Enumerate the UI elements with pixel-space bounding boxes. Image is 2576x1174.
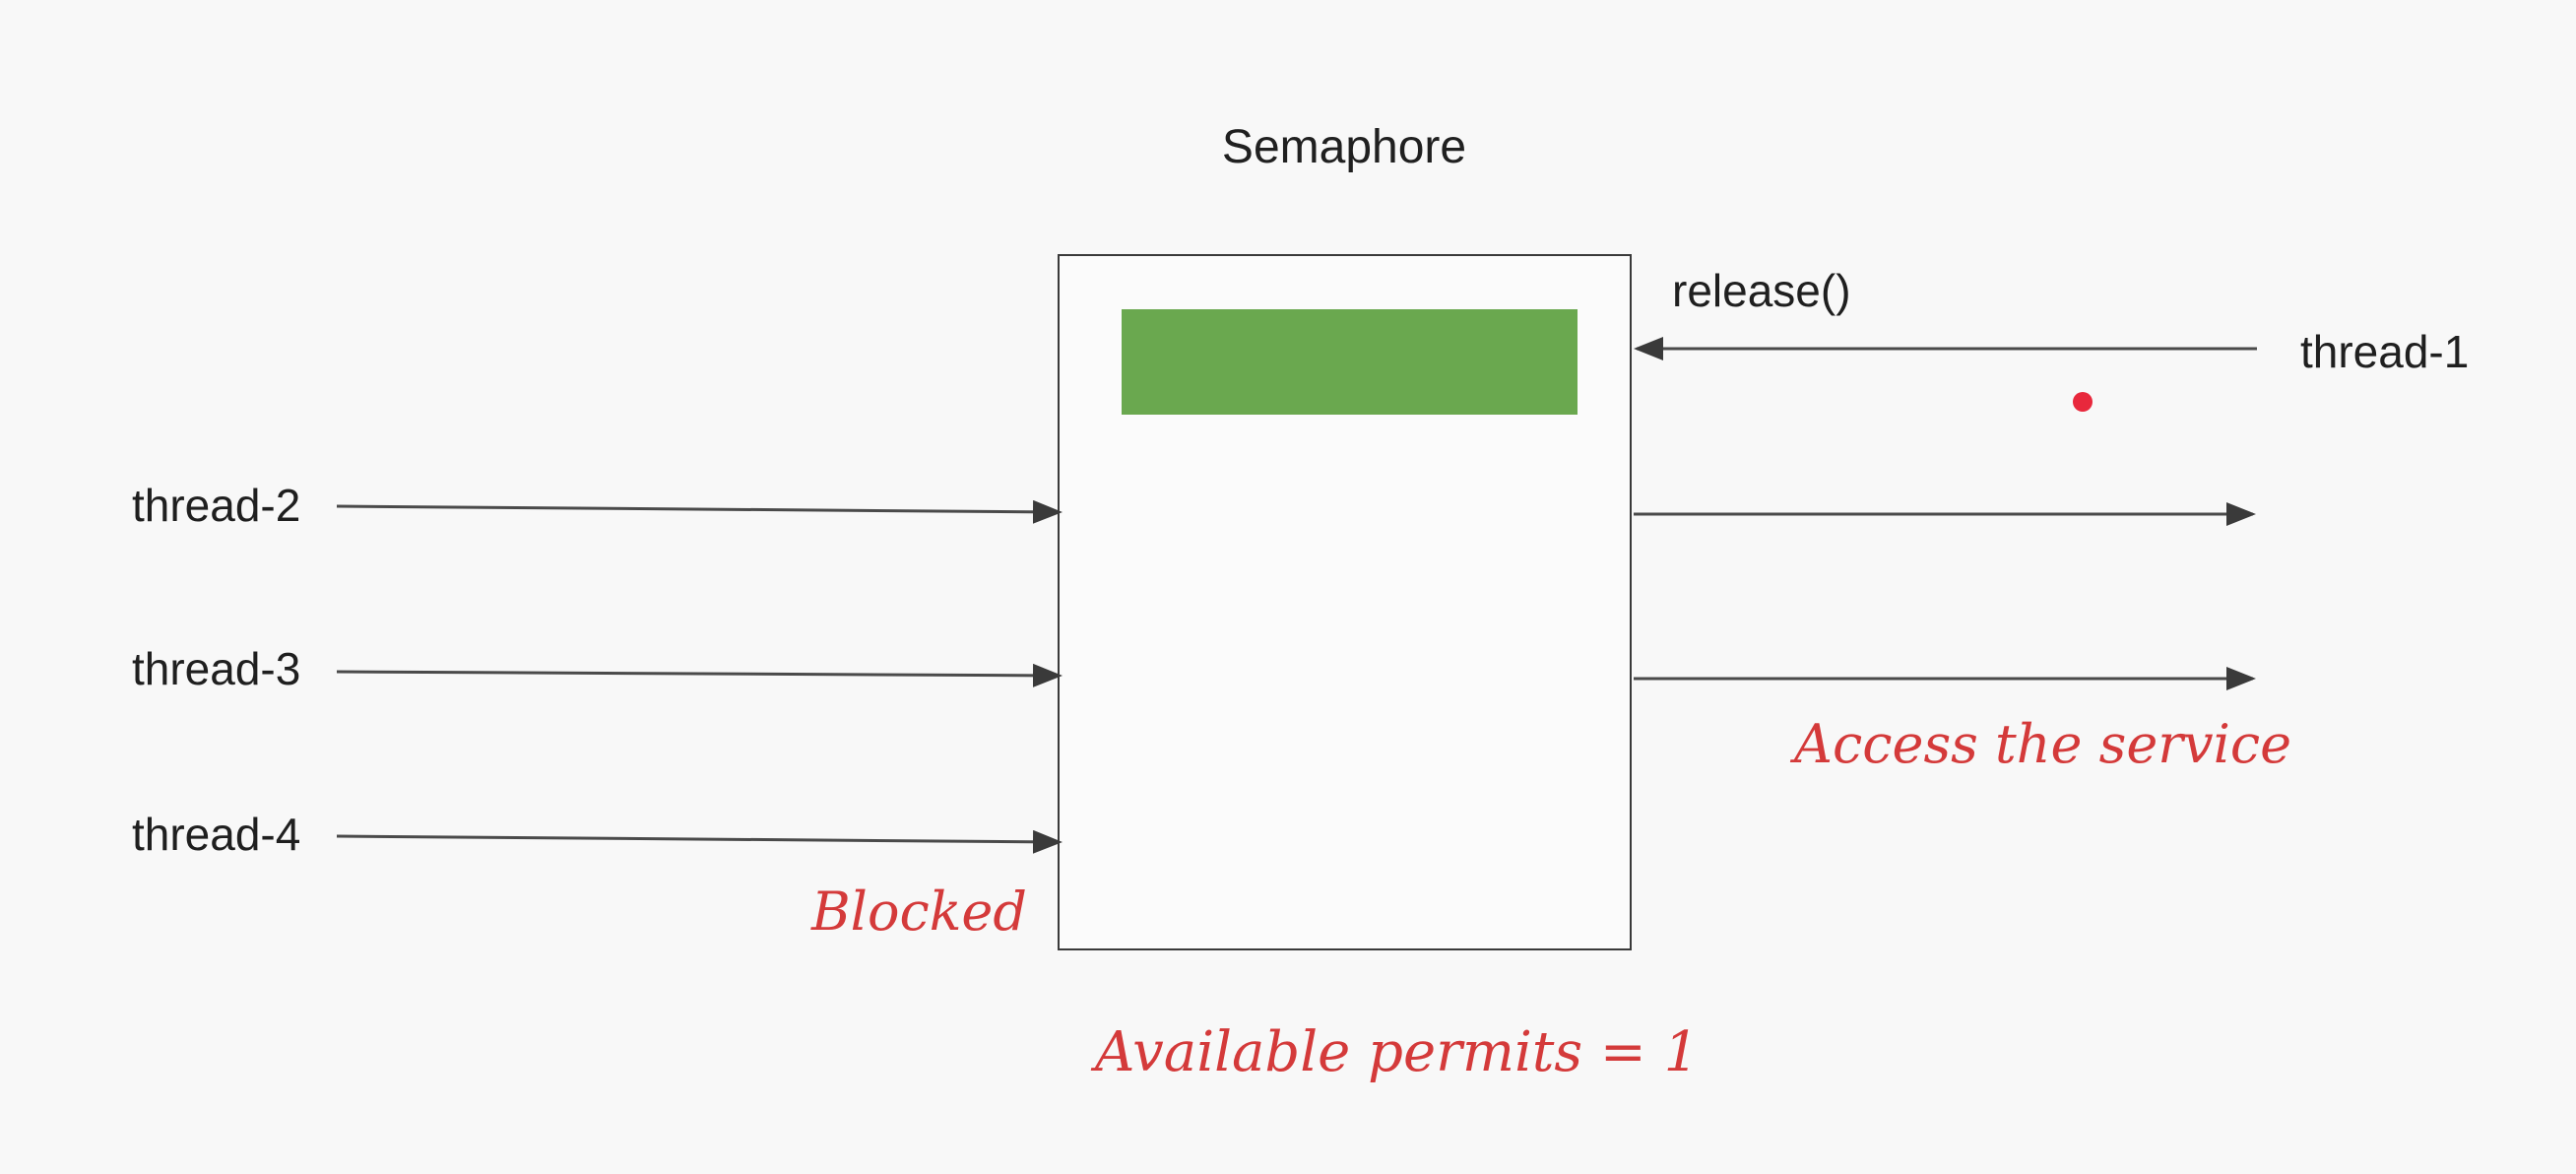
thread-4-label: thread-4 xyxy=(132,809,301,860)
available-permits-annotation: Available permits = 1 xyxy=(1095,1020,1700,1084)
access-service-annotation: Access the service xyxy=(1794,713,2292,775)
thread-3-label: thread-3 xyxy=(132,643,301,694)
permit-block xyxy=(1122,309,1578,415)
thread-2-label: thread-2 xyxy=(132,480,301,531)
release-label: release() xyxy=(1672,265,1851,316)
thread-1-label: thread-1 xyxy=(2300,326,2470,377)
arrow-thread-2-in xyxy=(336,499,1063,524)
arrow-thread-3-in xyxy=(336,663,1063,687)
pointer-dot xyxy=(2073,392,2093,412)
diagram-title: Semaphore xyxy=(1221,121,1467,173)
blocked-annotation: Blocked xyxy=(811,880,1027,943)
arrow-thread-4-in xyxy=(336,829,1063,854)
